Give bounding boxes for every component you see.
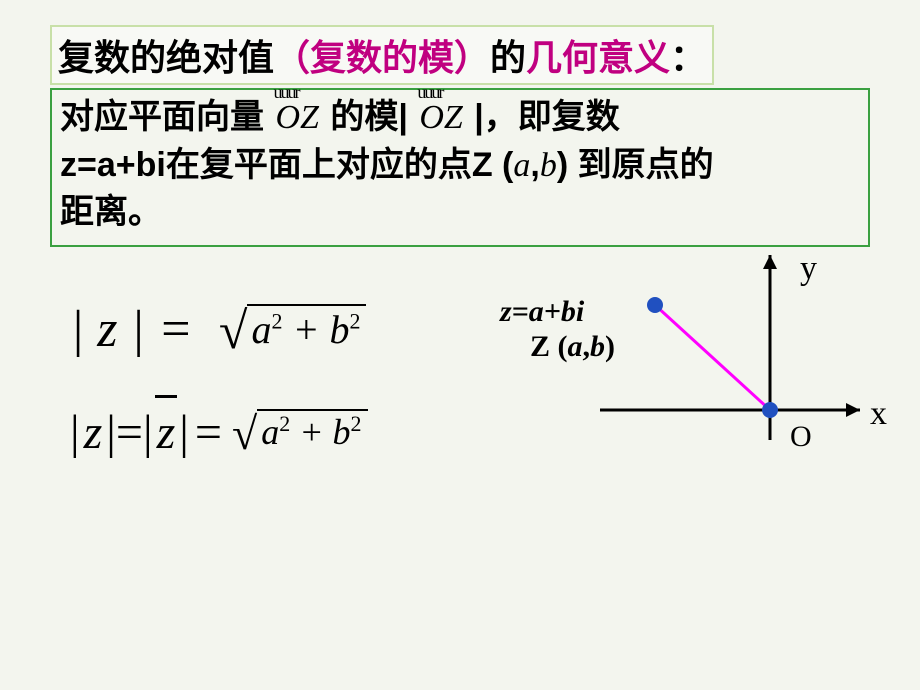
vector-oz-1: uuur OZ <box>273 94 320 142</box>
exp: 2 <box>349 308 360 333</box>
text: 的模| <box>330 98 417 136</box>
sqrt-body: a2 + b2 <box>257 409 367 456</box>
z-text: z <box>157 406 176 459</box>
var-a: a <box>513 147 530 184</box>
exp: 2 <box>271 308 282 333</box>
spacer <box>193 300 219 359</box>
text: ) <box>605 330 615 363</box>
equation-2: | z |=| z | = √ a2 + b2 <box>70 405 368 460</box>
box-line1: 对应平面向量 uuur OZ 的模| uuur OZ |，即复数 <box>60 94 860 142</box>
text: z=a+bi在复平面上对应的点Z ( <box>60 146 513 184</box>
y-axis-label: y <box>800 250 817 288</box>
title-colon: ： <box>670 37 706 78</box>
comma: , <box>583 330 591 363</box>
bar-icon <box>155 395 178 398</box>
text: z=a+bi <box>500 295 584 328</box>
var-a: a <box>261 412 279 452</box>
origin-label: O <box>790 420 812 454</box>
plus: + <box>299 412 323 452</box>
var-b: b <box>540 147 557 184</box>
bar: | <box>179 405 189 460</box>
sqrt-1: √ a2 + b2 <box>219 304 367 356</box>
text: Z ( <box>530 330 568 363</box>
definition-box: 对应平面向量 uuur OZ 的模| uuur OZ |，即复数 z=a+bi在… <box>50 88 870 247</box>
mid: |=| <box>106 405 152 460</box>
x-axis-label: x <box>870 395 887 433</box>
sqrt-icon: √ <box>219 306 248 358</box>
equation-1: | z | = √ a2 + b2 <box>70 300 366 359</box>
box-line3: 距离。 <box>60 189 860 237</box>
text: 对应平面向量 <box>60 98 273 136</box>
text: ) 到原点的 <box>557 146 714 184</box>
vector-oz-2: uuur OZ <box>417 94 464 142</box>
var-a: a <box>568 330 583 363</box>
sqrt-icon: √ <box>232 411 257 457</box>
eq1-lhs: | z | = <box>70 300 193 359</box>
var-b: b <box>590 330 605 363</box>
eqsign: = <box>195 405 222 460</box>
exp: 2 <box>351 411 362 436</box>
title-part1: 复数的绝对值 <box>58 37 274 78</box>
slide: 复数的绝对值（复数的模）的几何意义： 对应平面向量 uuur OZ 的模| uu… <box>0 0 920 690</box>
var-a: a <box>251 307 271 352</box>
title: 复数的绝对值（复数的模）的几何意义： <box>50 25 714 85</box>
var-b: b <box>333 412 351 452</box>
bar: | <box>70 405 80 460</box>
vector-arrow-icon: uuur <box>417 80 442 105</box>
sqrt-2: √ a2 + b2 <box>232 409 368 456</box>
title-part4: 几何意义 <box>526 37 670 78</box>
var-b: b <box>329 307 349 352</box>
z-conjugate: z <box>153 405 180 460</box>
z: z <box>80 405 107 460</box>
title-part2: （复数的模） <box>274 37 490 78</box>
sqrt-body: a2 + b2 <box>247 304 366 356</box>
exp: 2 <box>279 411 290 436</box>
z-text: z <box>84 406 103 459</box>
plus: + <box>292 307 319 352</box>
title-part3: 的 <box>490 37 526 78</box>
box-line2: z=a+bi在复平面上对应的点Z (a,b) 到原点的 <box>60 142 860 190</box>
comma: , <box>530 146 539 184</box>
vector-arrow-icon: uuur <box>273 80 298 105</box>
z-expression-label: z=a+bi <box>500 295 584 329</box>
point-z-label: Z (a,b) <box>530 330 615 364</box>
text: |，即复数 <box>474 98 620 136</box>
